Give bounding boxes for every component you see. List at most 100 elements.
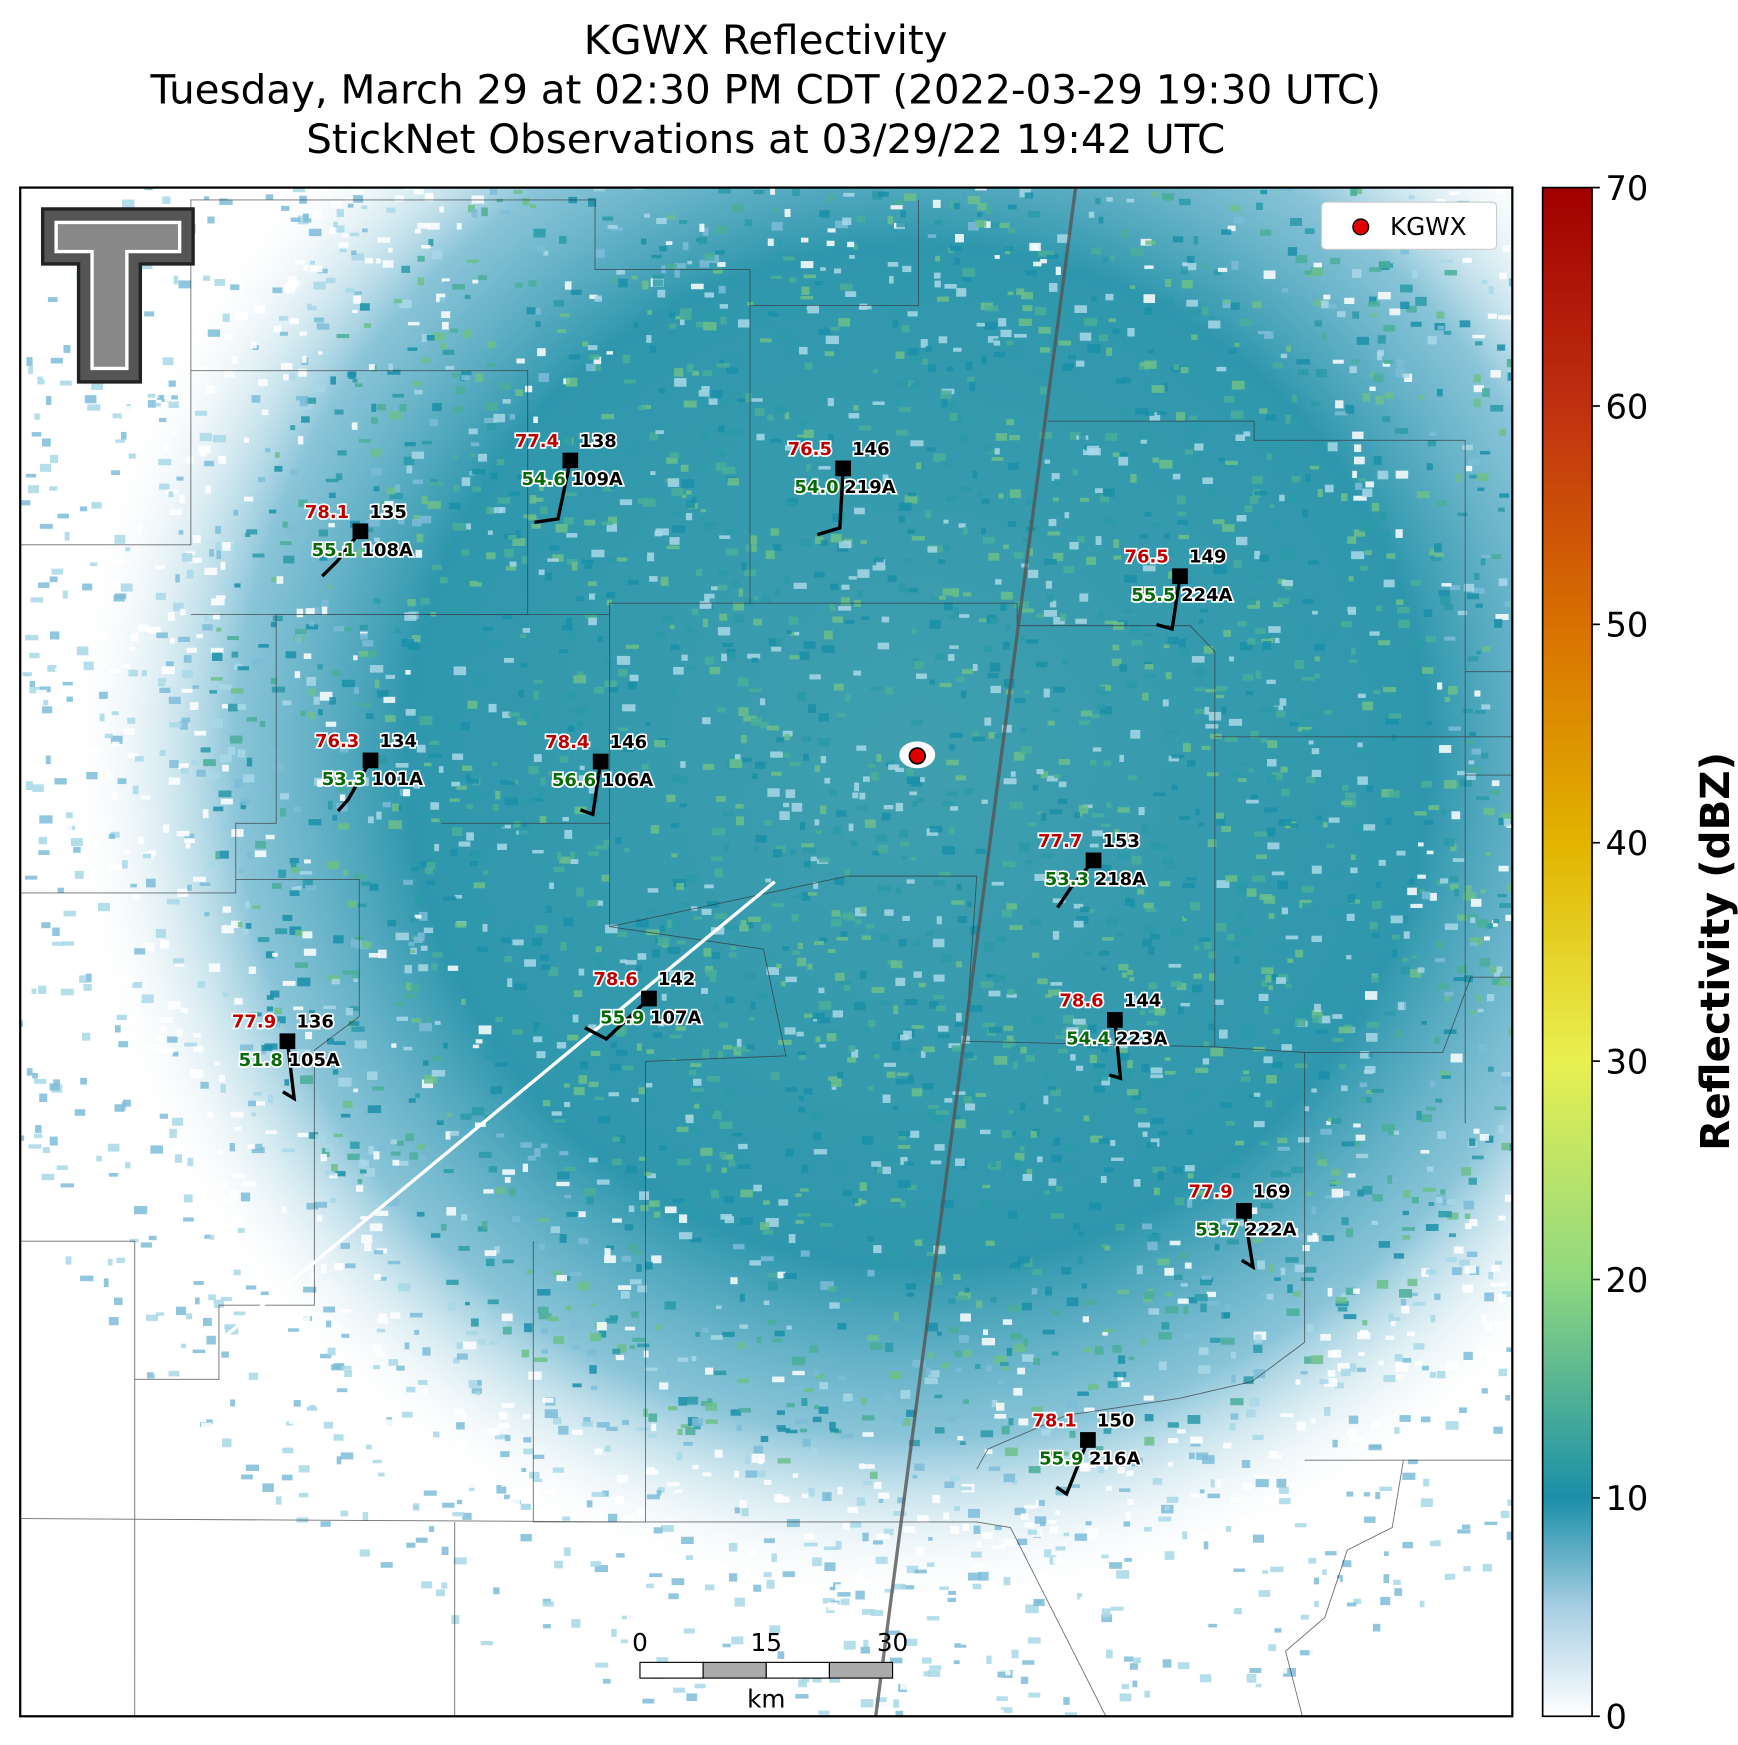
radar-cell xyxy=(470,454,475,458)
radar-cell xyxy=(184,655,192,663)
radar-cell xyxy=(433,1432,439,1438)
radar-cell xyxy=(1090,1663,1099,1666)
radar-cell xyxy=(1592,51,1604,55)
radar-cell xyxy=(992,1545,1005,1549)
radar-cell xyxy=(423,1060,429,1065)
radar-cell xyxy=(551,1226,560,1233)
radar-cell xyxy=(532,938,543,946)
radar-cell xyxy=(1190,421,1203,428)
radar-cell xyxy=(767,788,779,797)
radar-cell xyxy=(1311,1418,1316,1423)
radar-cell xyxy=(687,364,694,373)
radar-cell xyxy=(406,709,416,716)
radar-cell xyxy=(562,1516,570,1520)
radar-cell xyxy=(703,370,712,376)
radar-cell xyxy=(873,1266,883,1270)
radar-cell xyxy=(417,223,429,229)
radar-cell xyxy=(944,1481,954,1488)
radar-cell xyxy=(1094,1064,1105,1068)
radar-cell xyxy=(1194,444,1203,451)
radar-cell xyxy=(1412,639,1425,648)
radar-cell xyxy=(595,174,608,181)
radar-cell xyxy=(1474,49,1484,56)
radar-cell xyxy=(1004,1577,1011,1585)
radar-cell xyxy=(557,852,562,860)
radar-cell xyxy=(916,1547,924,1555)
radar-cell xyxy=(1401,1306,1409,1314)
radar-cell xyxy=(833,826,841,834)
radar-cell xyxy=(175,1154,182,1163)
radar-cell xyxy=(971,1552,982,1558)
radar-cell xyxy=(1478,1009,1484,1013)
radar-cell xyxy=(1341,493,1348,501)
radar-cell xyxy=(1074,921,1084,928)
radar-cell xyxy=(1026,639,1038,643)
radar-cell xyxy=(997,1666,1009,1671)
radar-cell xyxy=(1402,1473,1415,1480)
radar-cell xyxy=(1484,1292,1494,1301)
radar-cell xyxy=(1731,624,1738,628)
radar-cell xyxy=(39,837,47,844)
radar-cell xyxy=(1683,208,1690,215)
radar-cell xyxy=(507,978,512,987)
radar-cell xyxy=(1113,539,1119,548)
radar-cell xyxy=(288,1328,299,1331)
radar-cell xyxy=(1293,1291,1301,1297)
radar-cell xyxy=(128,670,137,677)
radar-cell xyxy=(452,1512,464,1516)
radar-cell xyxy=(328,523,334,527)
radar-cell xyxy=(287,1357,300,1364)
radar-cell xyxy=(354,874,367,879)
radar-cell xyxy=(1468,656,1479,661)
radar-cell xyxy=(354,687,359,694)
radar-cell xyxy=(626,1165,637,1173)
radar-cell xyxy=(1527,1082,1532,1091)
radar-cell xyxy=(1577,164,1582,170)
radar-cell xyxy=(1196,668,1205,677)
radar-cell xyxy=(830,327,839,331)
radar-cell xyxy=(821,1644,830,1652)
radar-cell xyxy=(1025,1654,1038,1659)
radar-cell xyxy=(1400,1415,1411,1422)
radar-cell xyxy=(216,628,221,632)
radar-cell xyxy=(169,697,181,704)
radar-cell xyxy=(673,667,684,675)
radar-cell xyxy=(873,401,885,405)
radar-cell xyxy=(1203,1041,1209,1046)
radar-cell xyxy=(1321,301,1329,309)
radar-cell xyxy=(501,210,511,213)
radar-cell xyxy=(1234,1608,1242,1614)
radar-cell xyxy=(1200,1489,1205,1493)
radar-cell xyxy=(1492,780,1500,786)
radar-cell xyxy=(417,1212,425,1217)
radar-cell xyxy=(4,1133,10,1137)
radar-cell xyxy=(1183,743,1191,752)
radar-cell xyxy=(338,1078,351,1087)
radar-cell xyxy=(1402,374,1409,378)
radar-cell xyxy=(1663,963,1674,970)
radar-cell xyxy=(863,776,870,781)
radar-cell xyxy=(1683,1369,1691,1373)
radar-cell xyxy=(520,1011,530,1015)
radar-cell xyxy=(1350,867,1357,873)
radar-cell xyxy=(731,1637,743,1645)
radar-cell xyxy=(1190,902,1200,911)
radar-cell xyxy=(1674,899,1686,907)
radar-cell xyxy=(778,1040,791,1045)
radar-cell xyxy=(612,1349,620,1355)
radar-cell xyxy=(1718,1330,1726,1338)
radar-cell xyxy=(902,266,911,272)
radar-cell xyxy=(252,554,264,558)
radar-cell xyxy=(1657,256,1665,261)
radar-cell xyxy=(865,819,876,827)
radar-cell xyxy=(791,162,799,169)
radar-cell xyxy=(1128,27,1139,34)
radar-cell xyxy=(760,1222,769,1230)
radar-cell xyxy=(1153,1478,1163,1485)
radar-cell xyxy=(835,1165,843,1173)
radar-cell xyxy=(819,329,831,335)
radar-cell xyxy=(1166,1623,1175,1628)
radar-cell xyxy=(910,1670,923,1676)
radar-cell xyxy=(187,1158,193,1166)
radar-cell xyxy=(158,459,171,465)
